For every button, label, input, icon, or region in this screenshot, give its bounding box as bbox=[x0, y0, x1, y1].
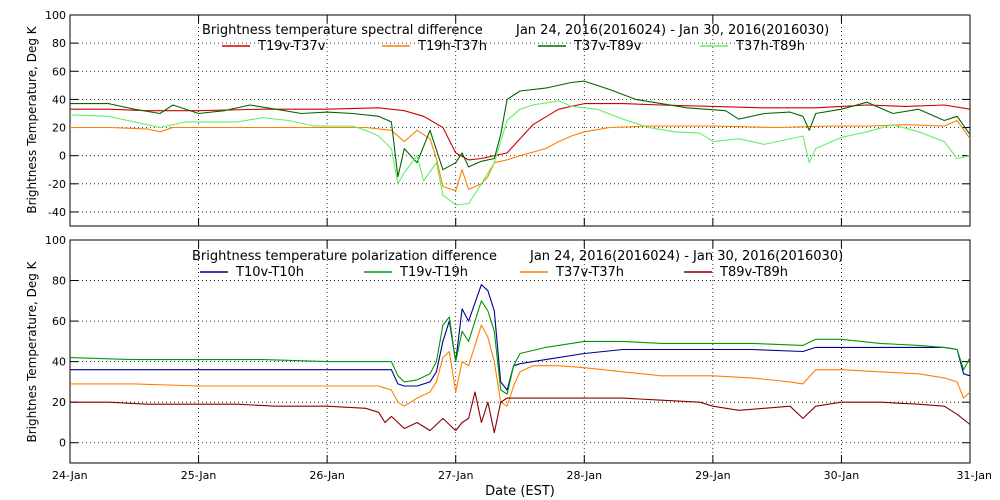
y-tick-label: -20 bbox=[48, 178, 66, 191]
x-tick-label: 30-Jan bbox=[824, 469, 860, 482]
chart-subtitle: Jan 24, 2016(2016024) - Jan 30, 2016(201… bbox=[529, 249, 843, 264]
x-tick-label: 25-Jan bbox=[181, 469, 217, 482]
legend: T10v-T10h T19v-T19h T37v-T37h T89v-T89h bbox=[200, 265, 788, 280]
x-tick-labels: 24-Jan 25-Jan 26-Jan 27-Jan 28-Jan 29-Jan 30-J… bbox=[52, 469, 992, 482]
x-tick-label: 28-Jan bbox=[567, 469, 603, 482]
series-line-T10v-T10h bbox=[70, 284, 971, 391]
y-tick-label: 100 bbox=[45, 9, 66, 22]
y-tick-label: 100 bbox=[45, 234, 66, 247]
polarization-difference-panel: 0 20 40 60 80 100 Brightness temperature pola… bbox=[25, 234, 992, 499]
plot-frame bbox=[69, 14, 971, 227]
series-line-T19v-T37v bbox=[70, 103, 971, 161]
y-tick-label: -40 bbox=[48, 206, 66, 219]
legend-label: T10v-T10h bbox=[235, 265, 304, 280]
y-tick-label: 0 bbox=[59, 437, 66, 450]
y-tick-label: 40 bbox=[52, 356, 66, 369]
x-axis-label: Date (EST) bbox=[485, 484, 555, 499]
x-tick-label: 31-Jan bbox=[956, 469, 992, 482]
x-tick-label: 26-Jan bbox=[309, 469, 345, 482]
y-tick-label: 80 bbox=[52, 275, 66, 288]
x-tick-label: 24-Jan bbox=[52, 469, 88, 482]
y-tick-label: 20 bbox=[52, 396, 66, 409]
y-tick-label: 0 bbox=[59, 150, 66, 163]
plot-frame bbox=[69, 239, 971, 464]
series-layer bbox=[69, 284, 971, 434]
legend-label: T19h-T37h bbox=[417, 39, 487, 54]
series-line-T89v-T89h bbox=[70, 391, 971, 434]
series-line-T37v-T89v bbox=[70, 80, 971, 178]
axis-ticks: -40 -20 0 20 40 60 80 100 bbox=[45, 9, 971, 226]
legend: T19v-T37v T19h-T37h T37v-T89v T37h-T89h bbox=[222, 39, 805, 54]
y-tick-label: 40 bbox=[52, 93, 66, 106]
chart-title: Brightness temperature polarization diff… bbox=[192, 249, 497, 264]
y-axis-label: Brightness Temperature, Deg K bbox=[25, 25, 39, 213]
chart-subtitle: Jan 24, 2016(2016024) - Jan 30, 2016(201… bbox=[515, 23, 829, 38]
legend-label: T37v-T37h bbox=[555, 265, 624, 280]
x-tick-label: 29-Jan bbox=[695, 469, 731, 482]
y-axis-label: Brightnes Temperature, Deg K bbox=[25, 260, 39, 442]
y-tick-label: 80 bbox=[52, 37, 66, 50]
chart-title: Brightness temperature spectral differen… bbox=[202, 23, 483, 38]
legend-label: T19v-T37v bbox=[257, 39, 326, 54]
y-tick-label: 60 bbox=[52, 65, 66, 78]
y-tick-label: 20 bbox=[52, 122, 66, 135]
legend-label: T37v-T89v bbox=[573, 39, 642, 54]
axis-ticks: 0 20 40 60 80 100 bbox=[45, 234, 971, 463]
spectral-difference-panel: -40 -20 0 20 40 60 80 100 Brightness temperatur… bbox=[25, 9, 971, 227]
legend-label: T19v-T19h bbox=[399, 265, 468, 280]
series-layer bbox=[69, 80, 971, 206]
series-line-T19v-T19h bbox=[69, 300, 971, 395]
series-line-T37h-T89h bbox=[69, 100, 971, 206]
legend-label: T89v-T89h bbox=[719, 265, 788, 280]
y-tick-label: 60 bbox=[52, 315, 66, 328]
x-tick-label: 27-Jan bbox=[438, 469, 474, 482]
legend-label: T37h-T89h bbox=[735, 39, 805, 54]
